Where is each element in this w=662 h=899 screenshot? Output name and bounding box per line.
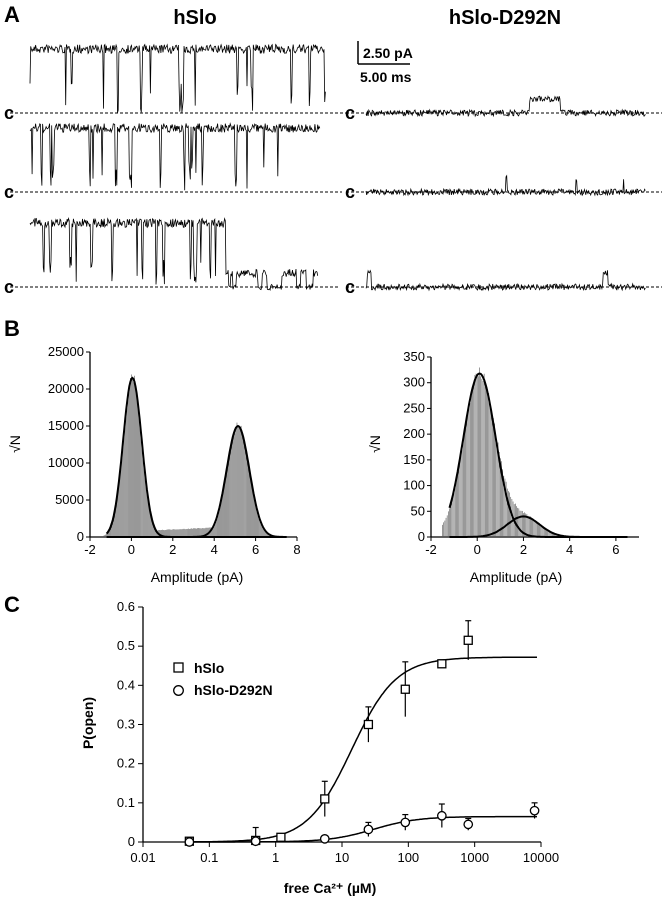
histogram-wt-ytick-label: 0 [77,529,84,544]
current-trace-wt-1 [29,43,326,113]
closed-label-wt-2: c [4,182,14,202]
histogram-wt-xtick-label: 8 [293,542,300,557]
histogram-mutant-xtick-label: 0 [474,542,481,557]
dose-xtick-label: 100 [397,850,419,865]
dose-point-square [320,794,330,804]
dose-ytick-label: 0.5 [117,638,135,653]
dose-point-circle [529,805,540,816]
closed-label-mut-3: c [345,277,355,297]
histogram-wt-fit-1 [106,424,287,538]
trace-title-wt: hSlo [173,7,216,29]
histogram-mutant-xtick-label: -2 [425,542,437,557]
histogram-mutant-ytick-label: 300 [403,375,425,390]
current-trace-wt-2 [29,122,321,191]
legend-marker-square [173,662,184,673]
histogram-mutant-xtick-label: 2 [520,542,527,557]
dose-point-square [437,659,447,669]
histogram-wt-ytick-label: 20000 [48,381,84,396]
panel-label-c: C [4,592,20,617]
histogram-mutant-fit-1 [449,515,628,538]
dose-point-circle [319,834,330,844]
dose-ylabel: P(open) [80,697,96,749]
scale-current-label: 2.50 pA [363,45,413,61]
dose-ytick-label: 0 [128,834,135,849]
dose-point-square [463,635,473,645]
histogram-mutant-xlabel: Amplitude (pA) [470,569,563,585]
dose-xtick-label: 0.01 [130,850,155,865]
dose-point-square [363,719,374,730]
histogram-mutant-ylabel: √N [367,435,383,453]
dose-xtick-label: 1000 [460,850,489,865]
histogram-wt-xtick-label: 2 [169,542,176,557]
dose-xtick-label: 10000 [523,850,559,865]
histogram-mutant-ytick-label: 350 [403,349,425,364]
scale-bar: 2.50 pA 5.00 ms [357,41,413,85]
dose-fit-0 [189,656,537,843]
histogram-mutant-ytick-label: 0 [418,529,425,544]
dose-ytick-label: 0.3 [117,717,135,732]
dose-point-circle [250,836,261,847]
closed-label-wt-1: c [4,103,14,123]
dose-response-chart: free Ca²⁺ (µM) P(open) hSlo hSlo-D292N 0… [80,599,559,896]
histogram-wt-xtick-label: -2 [84,542,96,557]
dose-point-circle [363,824,374,835]
histogram-wt-xtick-label: 0 [128,542,135,557]
legend-marker-circle [173,685,184,696]
dose-ytick-label: 0.2 [117,756,135,771]
dose-legend: hSlo hSlo-D292N [173,660,273,698]
histogram-wt-xlabel: Amplitude (pA) [151,569,244,585]
dose-point-square [276,832,286,842]
dose-ytick-label: 0.1 [117,795,135,810]
histogram-wt-ytick-label: 5000 [55,492,84,507]
legend-label-wt: hSlo [194,660,224,676]
histogram-mutant-xtick-label: 4 [566,542,573,557]
closed-label-wt-3: c [4,277,14,297]
histogram-wt-ylabel: √N [7,435,23,453]
dose-point-circle [184,837,195,847]
dose-xtick-label: 10 [335,850,349,865]
histogram-mutant-xtick-label: 6 [612,542,619,557]
histogram-wt-xtick-label: 4 [211,542,218,557]
dose-ytick-label: 0.6 [117,599,135,614]
scale-time-label: 5.00 ms [360,69,412,85]
current-trace-mut-3 [365,269,646,292]
histogram-mutant-ytick-label: 150 [403,452,425,467]
histogram-wt-xtick-label: 6 [252,542,259,557]
dose-fit-1 [189,815,537,843]
current-trace-mut-1 [365,95,646,118]
current-trace-wt-3 [29,217,319,291]
histogram-mutant-ytick-label: 200 [403,426,425,441]
dose-xtick-label: 1 [272,850,279,865]
closed-label-mut-1: c [345,103,355,123]
histogram-wt-ytick-label: 15000 [48,418,84,433]
histogram-mutant-ytick-label: 50 [411,503,425,518]
current-trace-mut-2 [365,174,646,197]
trace-title-mutant: hSlo-D292N [449,7,561,29]
dose-point-circle [463,819,474,830]
dose-ytick-label: 0.4 [117,677,135,692]
closed-label-mut-2: c [345,182,355,202]
panel-a: hSlo hSlo-D292N 2.50 pA 5.00 ms c c c c … [4,7,662,297]
dose-point-circle [436,810,447,821]
dose-xlabel: free Ca²⁺ (µM) [284,880,376,896]
legend-label-mutant: hSlo-D292N [194,682,273,698]
histogram-mutant: Amplitude (pA) √N -2 0 2 4 60501001502002503… [367,349,639,585]
panel-label-b: B [4,316,20,341]
current-traces [10,43,662,292]
dose-point-square [400,684,410,694]
panel-label-a: A [4,2,20,27]
dose-xtick-label: 0.1 [200,850,218,865]
histogram-wt-ytick-label: 25000 [48,344,84,359]
histogram-wt: Amplitude (pA) √N -2 0 2 4 6 8050001000015000… [7,344,301,585]
histogram-mutant-ytick-label: 100 [403,478,425,493]
histogram-mutant-ytick-label: 250 [403,400,425,415]
dose-point-circle [400,817,411,828]
histogram-wt-ytick-label: 10000 [48,455,84,470]
